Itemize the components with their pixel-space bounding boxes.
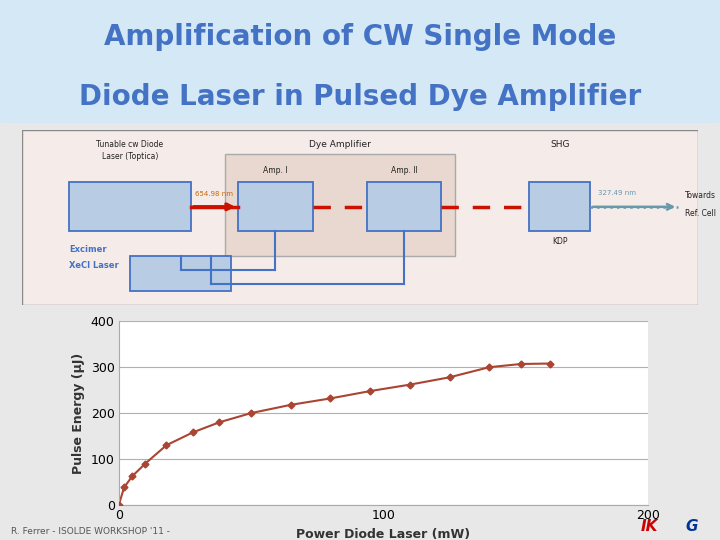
Text: Towards: Towards (685, 191, 716, 200)
Bar (366, 183, 441, 231)
Text: Diode Laser in Pulsed Dye Amplifier: Diode Laser in Pulsed Dye Amplifier (79, 83, 641, 111)
Text: Amplification of CW Single Mode: Amplification of CW Single Mode (104, 23, 616, 51)
Text: Amp. I: Amp. I (263, 166, 288, 176)
FancyBboxPatch shape (0, 0, 720, 123)
Text: IK: IK (641, 519, 658, 534)
Y-axis label: Pulse Energy (μJ): Pulse Energy (μJ) (72, 353, 85, 474)
Text: 327.49 nm: 327.49 nm (598, 190, 636, 195)
Text: SHG: SHG (550, 140, 570, 149)
Bar (529, 183, 590, 231)
Text: Excimer: Excimer (69, 246, 107, 254)
Text: XeCl Laser: XeCl Laser (69, 261, 119, 270)
Bar (69, 183, 191, 231)
Text: Laser (Toptica): Laser (Toptica) (102, 152, 158, 161)
Text: R. Ferrer - ISOLDE WORKSHOP '11 -: R. Ferrer - ISOLDE WORKSHOP '11 - (11, 526, 170, 536)
Text: Tunable cw Diode: Tunable cw Diode (96, 140, 163, 149)
Text: 654.98 nm: 654.98 nm (196, 191, 233, 197)
Bar (130, 256, 231, 291)
Bar (225, 154, 455, 256)
X-axis label: Power Diode Laser (mW): Power Diode Laser (mW) (297, 528, 470, 540)
Text: Dye Amplifier: Dye Amplifier (309, 140, 371, 149)
Text: Ref. Cell: Ref. Cell (685, 208, 716, 218)
Text: G: G (685, 519, 698, 534)
Text: Amp. II: Amp. II (391, 166, 418, 176)
Bar (238, 183, 312, 231)
Text: KDP: KDP (552, 237, 567, 246)
